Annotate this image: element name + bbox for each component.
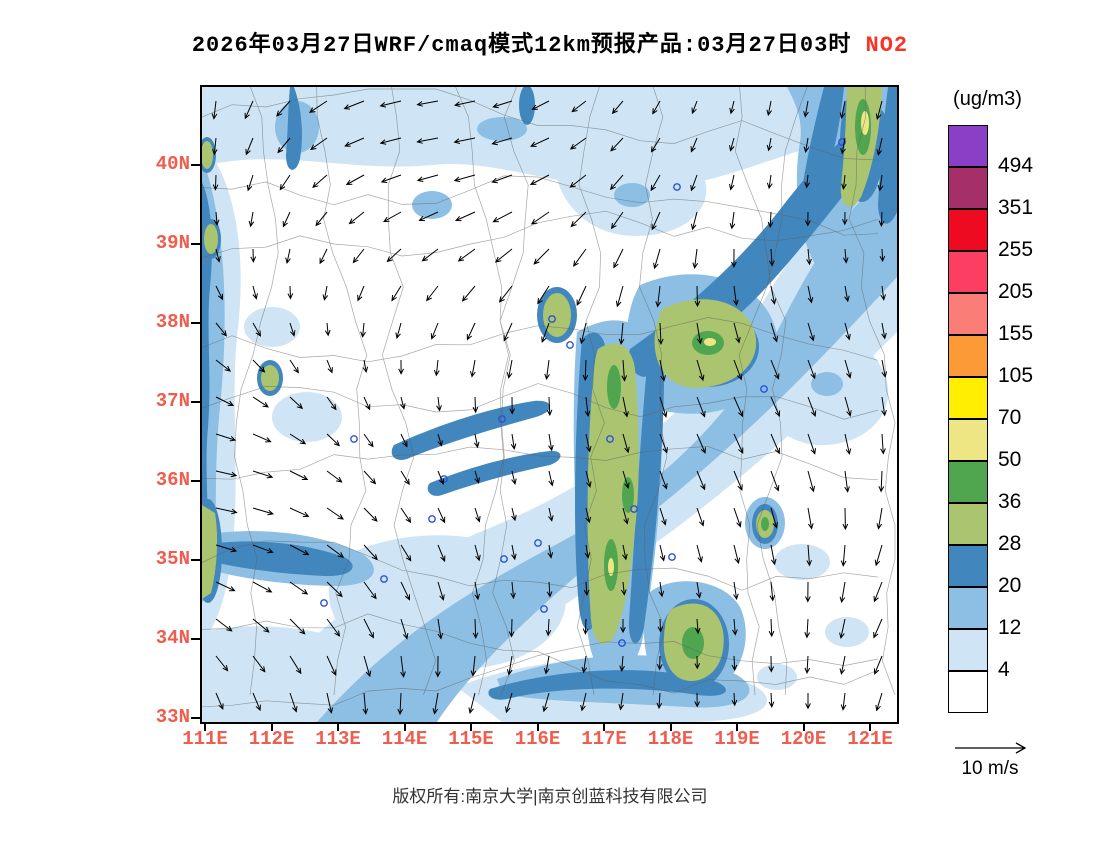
- map-frame: [200, 85, 899, 724]
- colorbar-box: [948, 419, 988, 461]
- colorbar-box: [948, 293, 988, 335]
- x-axis-label: 118E: [647, 728, 694, 750]
- y-axis-label: 35N: [155, 548, 190, 570]
- y-axis-label: 37N: [155, 390, 190, 412]
- x-axis-label: 112E: [248, 728, 295, 750]
- colorbar-box: [948, 503, 988, 545]
- x-axis-tick: [736, 722, 738, 731]
- colorbar-box: [948, 377, 988, 419]
- colorbar-level-label: 494: [998, 154, 1034, 177]
- y-axis-tick: [191, 243, 200, 245]
- x-axis-label: 119E: [714, 728, 760, 750]
- colorbar-box: [948, 671, 988, 713]
- colorbar-level-label: 70: [998, 406, 1022, 429]
- colorbar-box: [948, 629, 988, 671]
- x-axis-tick: [669, 722, 672, 731]
- species-label: NO2: [865, 33, 909, 58]
- y-axis-label: 36N: [155, 469, 190, 491]
- x-axis-tick: [204, 722, 206, 731]
- y-axis-tick: [191, 717, 200, 719]
- title-text: 2026年03月27日WRF/cmaq模式12km预报产品:03月27日03时: [191, 33, 852, 58]
- x-axis-label: 115E: [448, 728, 494, 750]
- colorbar-level-label: 155: [998, 322, 1034, 345]
- y-axis-label: 38N: [155, 311, 190, 333]
- y-axis-tick: [191, 322, 200, 324]
- colorbar-level-label: 36: [998, 490, 1022, 513]
- x-axis-tick: [869, 722, 871, 731]
- y-axis-tick: [191, 559, 200, 561]
- x-axis-tick: [536, 722, 539, 731]
- x-axis-tick: [337, 722, 339, 731]
- colorbar-box: [948, 545, 988, 587]
- wind-reference-arrow: [955, 742, 1027, 754]
- colorbar-box: [948, 167, 988, 209]
- y-axis-label: 40N: [155, 153, 190, 175]
- colorbar-box: [948, 125, 988, 167]
- city-markers-layer: [320, 138, 846, 647]
- y-axis-label: 39N: [155, 232, 190, 254]
- y-axis-label: 34N: [155, 627, 190, 649]
- x-axis-tick: [270, 722, 273, 731]
- x-axis-label: 113E: [315, 728, 361, 750]
- x-axis-label: 121E: [847, 728, 893, 750]
- y-axis-tick: [191, 480, 200, 482]
- y-axis-tick: [191, 164, 200, 166]
- colorbar-box: [948, 587, 988, 629]
- copyright-footer: 版权所有:南京大学|南京创蓝科技有限公司: [392, 787, 708, 806]
- x-axis-tick: [403, 722, 406, 731]
- x-axis-label: 116E: [514, 728, 561, 750]
- colorbar-level-label: 255: [998, 238, 1034, 261]
- y-axis-tick: [191, 401, 200, 403]
- x-axis-label: 117E: [581, 728, 627, 750]
- x-axis-label: 120E: [780, 728, 827, 750]
- colorbar-level-label: 4: [998, 658, 1010, 681]
- colorbar-box: [948, 335, 988, 377]
- x-axis-label: 111E: [182, 728, 228, 750]
- colorbar-box: [948, 209, 988, 251]
- wind-reference-label: 10 m/s: [961, 758, 1019, 779]
- colorbar-unit-label: (ug/m3): [953, 88, 1022, 110]
- x-axis-tick: [802, 722, 805, 731]
- colorbar-box: [948, 461, 988, 503]
- colorbar-level-label: 28: [998, 532, 1022, 555]
- y-axis-label: 33N: [155, 706, 190, 728]
- colorbar: [948, 125, 988, 713]
- wind-vectors-layer: [211, 100, 888, 716]
- colorbar-box: [948, 251, 988, 293]
- contour-fill-50-70: [608, 111, 869, 576]
- x-axis-tick: [470, 722, 472, 731]
- colorbar-level-label: 205: [998, 280, 1034, 303]
- colorbar-level-label: 105: [998, 364, 1034, 387]
- colorbar-level-label: 20: [998, 574, 1022, 597]
- x-axis-label: 114E: [381, 728, 428, 750]
- figure-title: 2026年03月27日WRF/cmaq模式12km预报产品:03月27日03时 …: [0, 26, 1100, 58]
- y-axis-tick: [191, 638, 200, 640]
- colorbar-level-label: 12: [998, 616, 1022, 639]
- colorbar-level-label: 50: [998, 448, 1022, 471]
- x-axis-tick: [603, 722, 605, 731]
- forecast-map: [202, 87, 897, 722]
- colorbar-level-label: 351: [998, 196, 1034, 219]
- admin-boundaries-layer: [202, 87, 896, 708]
